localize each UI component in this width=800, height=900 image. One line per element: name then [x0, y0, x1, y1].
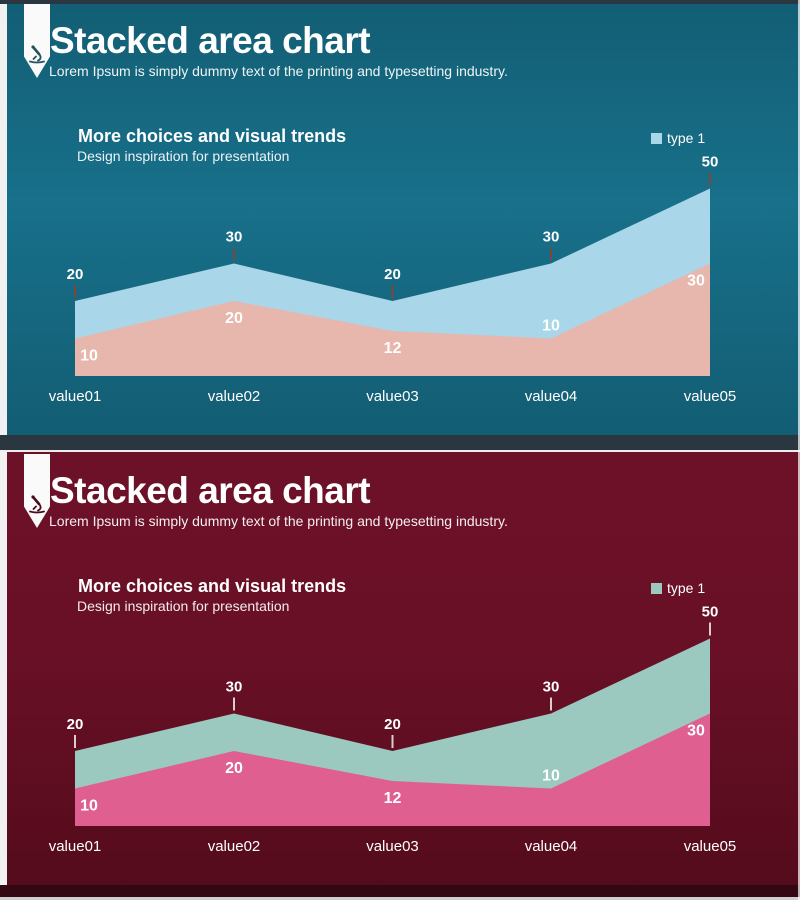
bottom-edge-strip — [0, 435, 800, 450]
svg-text:value01: value01 — [49, 388, 102, 405]
slide-subtitle: Lorem Ipsum is simply dummy text of the … — [49, 63, 508, 79]
top-edge-strip — [0, 0, 800, 4]
bottom-edge-strip — [0, 885, 800, 900]
svg-text:value03: value03 — [366, 838, 419, 855]
legend: type 1 — [651, 130, 705, 146]
microscope-icon — [29, 495, 45, 514]
svg-text:20: 20 — [384, 716, 401, 733]
section-subheading: Design inspiration for presentation — [77, 148, 290, 164]
legend-swatch-icon — [651, 582, 662, 594]
svg-text:value04: value04 — [525, 838, 578, 855]
svg-text:10: 10 — [80, 798, 98, 815]
svg-text:10: 10 — [542, 768, 560, 785]
svg-text:10: 10 — [80, 348, 98, 365]
svg-text:30: 30 — [226, 229, 243, 246]
svg-text:20: 20 — [225, 310, 243, 327]
legend: type 1 — [651, 580, 705, 596]
legend-label: type 1 — [667, 580, 706, 596]
svg-text:30: 30 — [543, 229, 560, 246]
svg-text:value05: value05 — [684, 838, 737, 855]
svg-text:50: 50 — [702, 604, 719, 621]
svg-text:value03: value03 — [366, 388, 419, 405]
svg-text:value02: value02 — [208, 388, 261, 405]
svg-text:30: 30 — [687, 273, 705, 290]
legend-swatch-icon — [651, 132, 662, 144]
left-accent-bar — [0, 4, 7, 435]
svg-text:30: 30 — [226, 679, 243, 696]
svg-text:20: 20 — [384, 266, 401, 283]
svg-text:50: 50 — [702, 154, 719, 171]
svg-text:20: 20 — [67, 266, 84, 283]
microscope-icon — [29, 45, 45, 64]
svg-text:20: 20 — [67, 716, 84, 733]
svg-text:value02: value02 — [208, 838, 261, 855]
svg-text:30: 30 — [687, 723, 705, 740]
section-heading: More choices and visual trends — [78, 576, 347, 596]
top-edge-strip — [0, 450, 800, 452]
svg-text:20: 20 — [225, 760, 243, 777]
section-subheading: Design inspiration for presentation — [77, 598, 290, 614]
legend-label: type 1 — [667, 130, 706, 146]
svg-text:value04: value04 — [525, 388, 578, 405]
svg-text:30: 30 — [543, 679, 560, 696]
slide-title: Stacked area chart — [50, 470, 371, 511]
svg-text:12: 12 — [384, 790, 402, 807]
slide-title: Stacked area chart — [50, 20, 371, 61]
svg-text:10: 10 — [542, 318, 560, 335]
svg-text:value01: value01 — [49, 838, 102, 855]
slide-maroon: Stacked area chart Lorem Ipsum is simply… — [0, 450, 800, 900]
svg-text:12: 12 — [384, 340, 402, 357]
svg-text:value05: value05 — [684, 388, 737, 405]
right-edge-line — [798, 450, 800, 900]
stacked-area-chart: 20 30 20 30 50 10 20 12 10 30 value01 value02 value0… — [49, 604, 737, 856]
section-heading: More choices and visual trends — [78, 126, 347, 146]
right-edge-line — [798, 0, 800, 450]
left-accent-bar — [0, 452, 7, 885]
slide-subtitle: Lorem Ipsum is simply dummy text of the … — [49, 513, 508, 529]
stacked-area-chart: 20 30 20 30 50 10 20 12 10 30 value01 value02 value0… — [49, 154, 737, 405]
slide-teal: Stacked area chart Lorem Ipsum is simply… — [0, 0, 800, 450]
